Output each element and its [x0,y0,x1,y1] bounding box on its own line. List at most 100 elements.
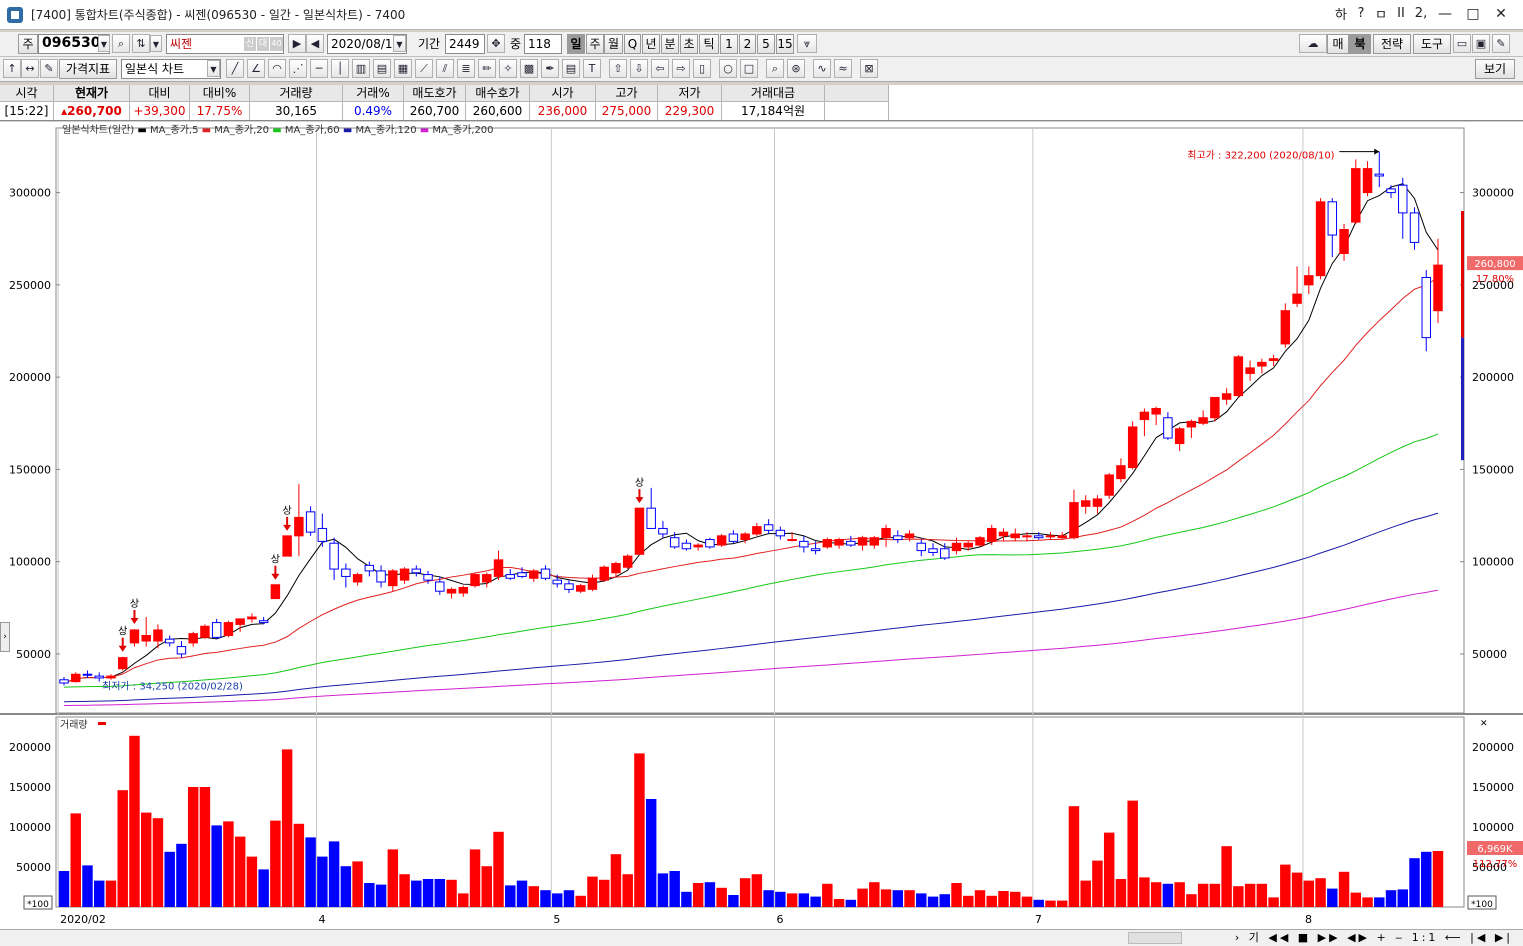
chart-area[interactable]: 2020/02 4 5 6 7 8 50000 50000 100000 100000 150000… [0,122,1523,946]
stock-code-input[interactable]: 096530 [38,34,110,54]
wrench-icon[interactable]: ✎ [1492,34,1510,53]
doc-icon[interactable]: ▯ [693,59,711,78]
fan-tool-icon[interactable]: ⋰ [289,59,307,78]
scroll-track[interactable] [1128,932,1182,944]
folder-icon[interactable]: ▭ [1453,34,1471,53]
minimize-button[interactable]: — [1438,5,1452,22]
timeframe-button[interactable]: 15 [776,34,794,54]
candle-body [1127,426,1138,469]
market-select[interactable]: 주 [18,34,38,54]
strategy-button[interactable]: 전략 [1373,34,1411,54]
hline-tool-icon[interactable]: ─ [310,59,328,78]
save-icon[interactable]: ▣ [1472,34,1490,53]
line-tool-icon[interactable]: ╱ [226,59,244,78]
timeframe-button[interactable]: 월 [604,34,623,54]
target-icon[interactable]: ⊛ [787,59,805,78]
date-input[interactable]: 2020/08/18 [327,34,407,54]
volume-bar [223,821,234,907]
table-tool-icon[interactable]: ▤ [373,59,391,78]
layout-icon[interactable]: ㅁ [1375,8,1387,23]
price-indicator-button[interactable]: 가격지표 [59,59,117,79]
volume-close-icon: ✕ [1480,719,1488,729]
eraser-icon[interactable]: ⊠ [860,59,878,78]
down-icon[interactable]: ⇩ [630,59,648,78]
wave-icon[interactable]: ∿ [813,59,831,78]
calendar-dropdown-icon[interactable]: ▼ [393,35,406,52]
wave2-icon[interactable]: ≈ [834,59,852,78]
grid-tool-icon[interactable]: ▥ [352,59,370,78]
timeframe-button[interactable]: Q [624,34,641,54]
zoom-icon[interactable]: ⌕ [766,59,784,78]
left-icon[interactable]: ⇦ [651,59,669,78]
timeframe-button[interactable]: 초 [680,34,698,54]
screen-number-icon[interactable]: 2, [1414,6,1428,21]
ray-tool-icon[interactable]: ∠ [247,59,265,78]
magic-icon[interactable]: ✧ [499,59,517,78]
brush-icon[interactable]: ✒ [541,59,559,78]
title-bar: [7400] 통합차트(주식종합) - 씨젠(096530 - 일간 - 일본식… [0,0,1523,30]
tool-button[interactable]: 도구 [1413,34,1451,54]
chart-style-select[interactable]: 일본식 차트 [121,59,221,79]
rect-tool-icon[interactable]: □ [740,59,758,78]
circle-tool-icon[interactable]: ○ [719,59,737,78]
wave-icon[interactable]: ⩔ [797,34,817,53]
right-icon[interactable]: ⇨ [672,59,690,78]
candlestick-chart[interactable]: 2020/02 4 5 6 7 8 50000 50000 100000 100000 150000… [0,122,1523,929]
chevron-down-icon[interactable]: ▼ [150,35,162,52]
timeframe-button[interactable]: 1 [720,34,738,54]
gann-tool-icon[interactable]: ▦ [394,59,412,78]
text-tool-icon[interactable]: T [583,59,601,78]
candle-body [693,544,703,548]
volume-bar [1162,883,1174,907]
up-arrow-icon[interactable]: ↑ [3,59,21,78]
buk-button[interactable]: 북 [1349,34,1371,54]
up-icon[interactable]: ⇧ [609,59,627,78]
next-arrow-icon[interactable]: ▶ [288,34,306,53]
candle-body [71,673,81,683]
fib-tool-icon[interactable]: ≣ [457,59,475,78]
chevron-down-icon[interactable]: ▼ [207,60,220,77]
note-icon[interactable]: ▤ [562,59,580,78]
playback-controls[interactable]: › 기 ◀◀ ■ ▶▶ ◀▶ + ‒ 1:1 ⟵ |◀ ▶| [1234,931,1513,944]
count-input[interactable]: 118 [524,34,562,54]
volume-bar [1350,892,1362,907]
vline-tool-icon[interactable]: │ [331,59,349,78]
limit-up-label: 상 [271,554,280,566]
pencil-icon[interactable]: ✏ [478,59,496,78]
close-button[interactable]: ✕ [1495,5,1507,22]
period-input[interactable]: 2449 [445,34,485,54]
timeframe-button[interactable]: 2 [739,34,756,54]
candle-body [857,537,868,546]
timeframe-button[interactable]: 틱 [699,34,719,54]
volume-bar [234,836,246,907]
timeframe-button[interactable]: 년 [642,34,660,54]
timeframe-button[interactable]: 일 [567,34,585,54]
prev-arrow-icon[interactable]: ◀ [306,34,324,53]
move-icon[interactable]: ✥ [487,34,505,53]
help-icon[interactable]: ? [1357,6,1365,21]
search-icon[interactable]: ⌕ [112,34,130,53]
arc-tool-icon[interactable]: ◠ [268,59,286,78]
chevron-down-icon[interactable]: ▼ [98,35,110,52]
side-expand-handle[interactable]: › [0,622,10,652]
mae-button[interactable]: 매 [1327,34,1349,54]
chart-title: 일본식차트(일간) [62,124,137,136]
timeframe-button[interactable]: 주 [586,34,604,54]
split-icon[interactable]: II [1397,6,1405,21]
trend-tool-icon[interactable]: ⟋ [415,59,433,78]
candle-body [881,527,891,539]
timeframe-button[interactable]: 5 [757,34,775,54]
theme-icon[interactable]: 하 [1335,8,1347,23]
color-icon[interactable]: ▩ [520,59,538,78]
view-button[interactable]: 보기 [1475,59,1515,79]
timeframe-button[interactable]: 분 [661,34,679,54]
volume-bar [763,890,774,907]
channel-tool-icon[interactable]: ⫽ [436,59,454,78]
cloud-icon[interactable]: ☁ [1299,34,1327,53]
edit-icon[interactable]: ✎ [40,59,58,78]
quote-header: 거래량 [250,85,343,102]
sort-icon[interactable]: ⇅ [132,34,150,53]
expand-icon[interactable]: ↔ [21,59,39,78]
candle-body [282,535,292,557]
maximize-button[interactable]: □ [1466,5,1480,22]
